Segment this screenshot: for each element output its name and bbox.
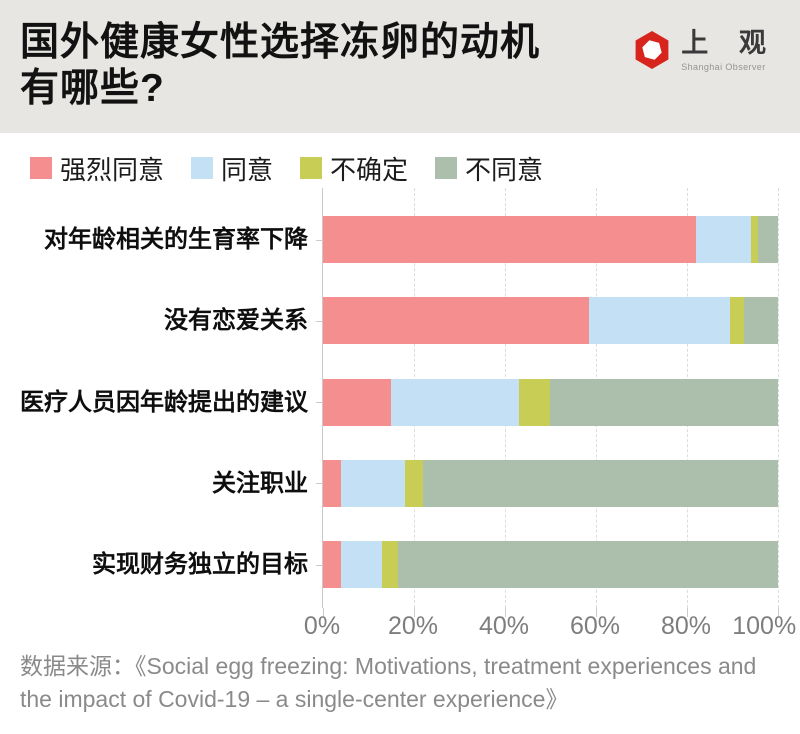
x-axis-label: 0%	[303, 612, 341, 640]
legend-item-1: 同意	[191, 150, 273, 187]
bar-segment-强烈同意	[323, 378, 392, 426]
bar-segment-不同意	[743, 297, 778, 345]
bar-segment-同意	[589, 297, 731, 345]
page-title: 国外健康女性选择冻卵的动机 有哪些?	[20, 20, 540, 112]
bar-segment-不确定	[730, 297, 744, 345]
bar-segment-同意	[391, 378, 519, 426]
page-title-line1: 国外健康女性选择冻卵的动机	[20, 21, 541, 64]
bar-row	[323, 378, 778, 426]
bar-segment-不确定	[518, 378, 551, 426]
gridline-100%	[778, 188, 779, 608]
plot-area	[316, 188, 779, 617]
bar-row	[323, 459, 778, 507]
bar-segment-同意	[341, 541, 383, 589]
category-label: 没有恋爱关系	[164, 307, 308, 335]
bar-segment-不同意	[550, 378, 778, 426]
bar-segment-不同意	[398, 541, 778, 589]
y-axis-tick	[316, 320, 323, 322]
bar-row	[323, 541, 778, 589]
y-axis-tick	[316, 564, 323, 566]
bar-segment-不确定	[404, 459, 424, 507]
bar-segment-不确定	[382, 541, 399, 589]
bar-segment-不确定	[750, 216, 758, 263]
logo-text: 上 观 Shanghai Observer	[681, 28, 778, 73]
bar-row	[323, 297, 778, 345]
x-axis-tick	[414, 608, 415, 617]
legend-item-3: 不同意	[435, 150, 543, 187]
y-axis-tick	[316, 483, 323, 485]
chart-legend: 强烈同意 同意 不确定 不同意	[0, 133, 800, 186]
bar-segment-同意	[696, 216, 751, 263]
bar-segment-强烈同意	[323, 541, 342, 589]
page-title-line2: 有哪些?	[20, 67, 165, 111]
legend-label: 强烈同意	[60, 154, 165, 185]
stacked-bar-chart: 0% 20% 40% 60% 80% 100% 对年龄相关的生育率下降没有恋爱关系医疗人员因…	[0, 188, 800, 644]
x-axis-label: 80%	[660, 612, 712, 640]
x-axis-label: 100%	[732, 612, 797, 640]
x-axis-tick	[505, 608, 506, 617]
y-axis-tick	[316, 402, 323, 404]
x-axis-label: 60%	[569, 612, 621, 640]
x-axis-tick	[778, 608, 779, 617]
legend-item-2: 不确定	[300, 150, 408, 187]
x-axis-tick	[596, 608, 597, 617]
bar-segment-同意	[341, 459, 405, 507]
bar-segment-不同意	[757, 216, 778, 263]
category-label: 实现财务独立的目标	[92, 551, 308, 579]
x-axis-label: 20%	[387, 612, 439, 640]
bar-segment-强烈同意	[323, 216, 697, 263]
legend-label: 同意	[221, 154, 274, 185]
legend-label: 不同意	[465, 154, 544, 185]
bar-row	[323, 216, 778, 263]
legend-swatch-icon	[435, 157, 458, 179]
bar-segment-强烈同意	[323, 459, 342, 507]
header: 国外健康女性选择冻卵的动机 有哪些? 上 观 Shanghai Observer	[0, 0, 800, 133]
x-axis-tick	[687, 608, 688, 617]
legend-swatch-icon	[300, 157, 323, 179]
logo-name-en: Shanghai Observer	[681, 62, 766, 72]
category-label: 对年龄相关的生育率下降	[44, 226, 308, 253]
data-source-note: 数据来源：《Social egg freezing: Motivations, …	[20, 653, 757, 712]
category-label: 医疗人员因年龄提出的建议	[20, 388, 308, 416]
bar-segment-不同意	[423, 459, 778, 507]
legend-swatch-icon	[191, 157, 214, 179]
category-label: 关注职业	[212, 469, 308, 497]
legend-label: 不确定	[330, 154, 409, 185]
legend-swatch-icon	[30, 157, 52, 179]
x-axis-label: 40%	[478, 612, 530, 640]
logo-name-cn: 上 观	[681, 28, 778, 58]
legend-item-0: 强烈同意	[30, 150, 164, 187]
hexagon-aperture-icon	[635, 31, 669, 69]
x-axis-tick	[323, 608, 324, 617]
bar-segment-强烈同意	[323, 297, 590, 345]
shanghai-observer-logo: 上 观 Shanghai Observer	[632, 30, 778, 72]
y-axis-tick	[316, 239, 323, 241]
